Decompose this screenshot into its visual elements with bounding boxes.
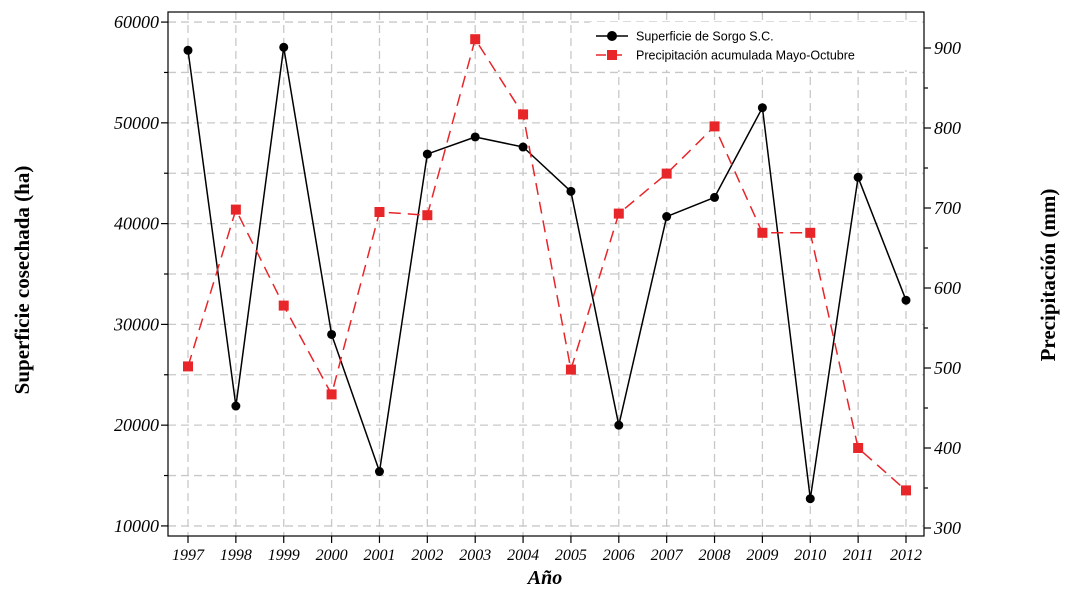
series-2-line bbox=[187, 38, 907, 491]
y-left-tick-label: 20000 bbox=[114, 415, 159, 435]
y-right-tick-label: 700 bbox=[934, 198, 961, 218]
legend-marker-series-1 bbox=[607, 31, 617, 41]
series-2-point bbox=[230, 204, 241, 215]
y-left-tick-label: 60000 bbox=[114, 12, 159, 32]
series-1-line bbox=[187, 46, 907, 500]
x-tick-label: 2011 bbox=[843, 547, 874, 564]
series-2-point bbox=[853, 443, 864, 453]
legend-label-series-1: Superficie de Sorgo S.C. bbox=[636, 30, 774, 44]
x-tick-label: 2003 bbox=[459, 547, 491, 564]
series-1-point bbox=[566, 186, 576, 196]
series-2-point bbox=[661, 168, 672, 179]
legend-marker-series-2 bbox=[607, 50, 617, 60]
series-2-point bbox=[757, 227, 768, 238]
y-axis-right-title: Precipitación (mm) bbox=[1036, 189, 1060, 362]
x-tick-label: 2010 bbox=[794, 547, 826, 564]
series-2-point bbox=[901, 485, 911, 496]
series-1-point bbox=[279, 42, 289, 52]
x-tick-label: 2006 bbox=[603, 547, 635, 564]
x-tick-label: 2005 bbox=[555, 547, 587, 564]
y-right-tick-label: 900 bbox=[934, 38, 961, 58]
grid bbox=[168, 12, 924, 536]
series-1-point bbox=[327, 329, 337, 339]
right-axis: 300 400 500 600 700 800 900 bbox=[924, 38, 961, 538]
series-layer bbox=[183, 34, 911, 504]
series-2-point bbox=[422, 210, 433, 221]
legend: Superficie de Sorgo S.C. Precipitación a… bbox=[590, 22, 918, 70]
series-1-point bbox=[710, 192, 720, 202]
series-1-point bbox=[853, 172, 863, 182]
y-left-tick-label: 10000 bbox=[114, 516, 159, 536]
series-2-point bbox=[278, 300, 289, 311]
series-2-point bbox=[613, 208, 624, 219]
x-tick-label: 1998 bbox=[220, 547, 252, 564]
series-2-point bbox=[374, 207, 385, 217]
legend-background bbox=[590, 22, 918, 70]
series-1-point bbox=[662, 212, 672, 222]
y-right-tick-label: 500 bbox=[934, 358, 961, 378]
y-left-tick-label: 50000 bbox=[114, 113, 159, 133]
y-axis-left-title: Superficie cosechada (ha) bbox=[10, 166, 34, 395]
x-tick-label: 2012 bbox=[890, 547, 922, 564]
x-tick-label: 2007 bbox=[651, 547, 684, 564]
y-right-tick-label: 400 bbox=[934, 438, 961, 458]
x-tick-label: 2008 bbox=[699, 547, 731, 564]
left-axis: 10000 20000 30000 40000 50000 60000 bbox=[113, 12, 168, 536]
x-tick-label: 1999 bbox=[268, 547, 300, 564]
series-2-point bbox=[470, 34, 481, 45]
x-tick-label: 2000 bbox=[316, 547, 348, 564]
x-axis-title: Año bbox=[526, 567, 562, 589]
y-right-tick-label: 800 bbox=[934, 118, 961, 138]
series-1-point bbox=[901, 295, 911, 305]
y-right-tick-label: 600 bbox=[934, 278, 961, 298]
series-2-point bbox=[709, 121, 720, 132]
series-2-point bbox=[565, 364, 576, 375]
series-1-point bbox=[231, 401, 241, 411]
series-1-point bbox=[470, 132, 480, 142]
series-1-point bbox=[183, 45, 193, 55]
series-1-point bbox=[518, 142, 528, 152]
x-tick-label: 1997 bbox=[172, 547, 205, 564]
series-2-point bbox=[183, 361, 193, 372]
series-1-point bbox=[805, 494, 815, 504]
x-tick-label: 2004 bbox=[507, 547, 539, 564]
y-left-tick-label: 30000 bbox=[113, 314, 159, 334]
series-2-point bbox=[518, 109, 529, 120]
series-2-point bbox=[326, 389, 337, 400]
y-left-tick-label: 40000 bbox=[114, 214, 159, 234]
x-axis: 1997 1998 1999 2000 2001 2002 2003 2004 2005 2006… bbox=[172, 536, 922, 564]
y-right-tick-label: 300 bbox=[933, 518, 961, 538]
series-1-point bbox=[422, 149, 432, 159]
x-tick-label: 2001 bbox=[363, 547, 395, 564]
series-1-point bbox=[614, 420, 624, 430]
series-1-point bbox=[757, 103, 767, 113]
legend-label-series-2: Precipitación acumulada Mayo-Octubre bbox=[636, 49, 855, 63]
x-tick-label: 2009 bbox=[746, 547, 778, 564]
x-tick-label: 2002 bbox=[411, 547, 443, 564]
series-2-point bbox=[805, 227, 816, 238]
series-1-point bbox=[374, 467, 384, 477]
